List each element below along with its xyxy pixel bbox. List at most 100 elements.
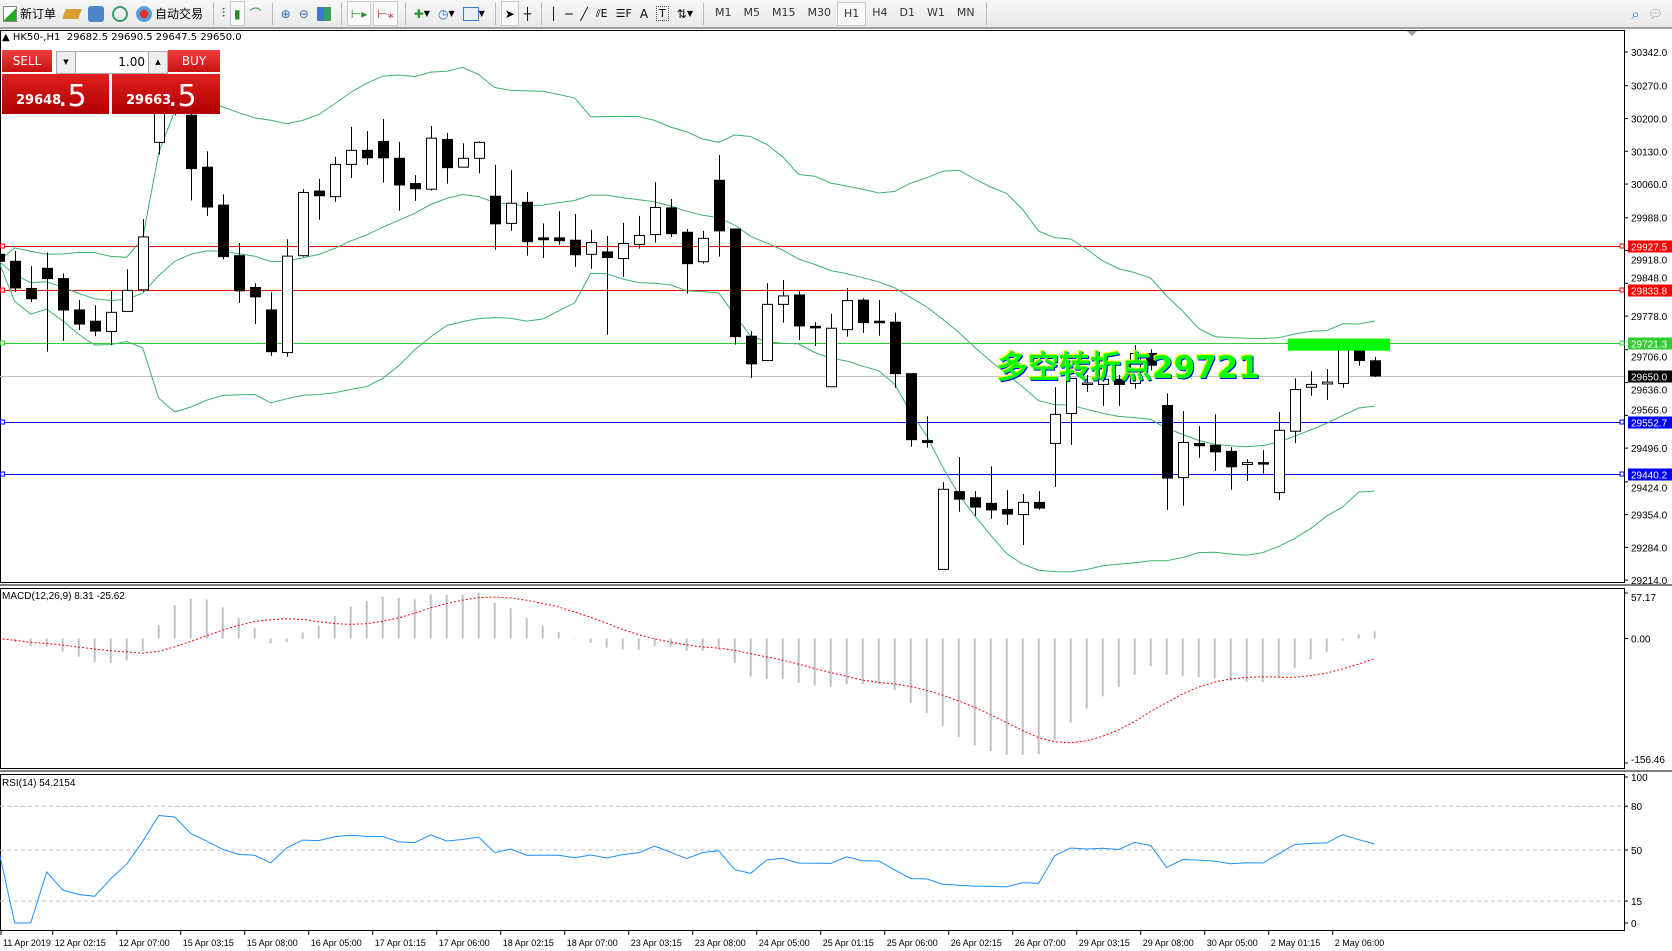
text-button[interactable]: A <box>637 2 651 25</box>
candle[interactable] <box>666 199 677 237</box>
candle[interactable] <box>1226 447 1237 490</box>
candle[interactable] <box>1146 349 1157 371</box>
candle[interactable] <box>1290 378 1301 443</box>
candle[interactable] <box>650 182 661 243</box>
vertical-line-button[interactable]: │ <box>547 2 560 25</box>
candle[interactable] <box>698 230 709 264</box>
candle[interactable] <box>0 250 5 265</box>
market-watch-button[interactable] <box>61 2 83 25</box>
line-anchor-handle[interactable] <box>1619 243 1625 249</box>
line-anchor-handle[interactable] <box>0 287 5 293</box>
chart-annotation-text[interactable]: 多空转折点29721 <box>997 350 1260 386</box>
lot-size-input[interactable]: 1.00 <box>118 55 145 69</box>
lot-size-stepper[interactable]: ▼ 1.00 ▲ <box>56 51 168 74</box>
timeframe-d1[interactable]: D1 <box>899 5 916 19</box>
candle[interactable] <box>954 456 965 512</box>
candle[interactable] <box>202 151 213 216</box>
templates-button[interactable]: ▼ <box>460 2 488 25</box>
candle[interactable] <box>1050 387 1061 487</box>
fibonacci-button[interactable]: ☰F <box>613 2 635 25</box>
candle[interactable] <box>490 164 501 250</box>
candle[interactable] <box>778 280 789 323</box>
candle[interactable] <box>1098 375 1109 406</box>
timeframe-mn[interactable]: MN <box>956 5 975 19</box>
candle[interactable] <box>1242 459 1253 481</box>
candle[interactable] <box>282 239 293 357</box>
chart-shift-button[interactable]: ⊢⁎ <box>373 1 398 26</box>
candle[interactable] <box>138 219 149 292</box>
candle[interactable] <box>234 243 245 303</box>
candle[interactable] <box>506 169 517 231</box>
sell-button[interactable]: SELL <box>2 50 52 72</box>
indicators-button[interactable]: ✚ ▼ <box>411 2 433 25</box>
chart-shift-marker-icon[interactable] <box>1407 31 1417 36</box>
candle[interactable] <box>714 155 725 257</box>
candle[interactable] <box>618 222 629 277</box>
candle[interactable] <box>858 298 869 333</box>
candle[interactable] <box>730 228 741 345</box>
line-anchor-handle[interactable] <box>0 471 5 477</box>
candle[interactable] <box>250 283 261 325</box>
buy-price-button[interactable]: 29663 .5 <box>112 74 220 114</box>
candle[interactable] <box>538 223 549 259</box>
line-anchor-handle[interactable] <box>1619 471 1625 477</box>
candle[interactable] <box>1082 375 1093 392</box>
candle[interactable] <box>602 236 613 335</box>
tile-windows-button[interactable] <box>314 2 334 25</box>
candle[interactable] <box>1194 426 1205 458</box>
candle[interactable] <box>634 215 645 249</box>
timeframe-w1[interactable]: W1 <box>927 5 945 19</box>
candle[interactable] <box>1370 357 1381 378</box>
candle[interactable] <box>890 312 901 388</box>
candle[interactable] <box>266 292 277 356</box>
candlestick-button[interactable]: ▮ <box>230 1 245 26</box>
candle[interactable] <box>58 273 69 341</box>
lot-increase-button[interactable]: ▲ <box>148 52 167 73</box>
highlight-rectangle[interactable] <box>1288 338 1390 351</box>
candle[interactable] <box>842 287 853 337</box>
candle[interactable] <box>1258 449 1269 474</box>
line-anchor-handle[interactable] <box>0 243 5 249</box>
candle[interactable] <box>1002 490 1013 525</box>
candle[interactable] <box>1210 414 1221 472</box>
navigator-button[interactable] <box>85 2 107 25</box>
candle[interactable] <box>410 175 421 201</box>
text-label-button[interactable]: T <box>653 2 672 25</box>
arrows-button[interactable]: ⇅ ▼ <box>674 2 696 25</box>
zoom-in-button[interactable]: ⊕ <box>278 2 294 25</box>
candle[interactable] <box>394 141 405 211</box>
candle[interactable] <box>682 228 693 294</box>
candle[interactable] <box>874 300 885 336</box>
lot-decrease-button[interactable]: ▼ <box>57 52 76 73</box>
sell-price-button[interactable]: 29648 .5 <box>2 74 109 114</box>
candle[interactable] <box>810 322 821 347</box>
buy-button[interactable]: BUY <box>168 50 220 72</box>
candle[interactable] <box>1306 371 1317 396</box>
equidistant-channel-button[interactable]: ⫽E <box>593 2 611 25</box>
search-button[interactable]: ⌕ <box>1628 2 1642 25</box>
candle[interactable] <box>1018 493 1029 546</box>
candle[interactable] <box>26 265 37 303</box>
timeframe-h1[interactable]: H1 <box>836 1 867 26</box>
candle[interactable] <box>554 211 565 245</box>
candle[interactable] <box>330 156 341 202</box>
timeframe-m30[interactable]: M30 <box>807 5 831 19</box>
bar-chart-button[interactable]: ⫶ <box>219 2 228 25</box>
candle[interactable] <box>522 191 533 256</box>
candle[interactable] <box>346 126 357 178</box>
candle[interactable] <box>442 133 453 184</box>
candle[interactable] <box>458 143 469 168</box>
candle[interactable] <box>1034 491 1045 510</box>
candle[interactable] <box>938 482 949 570</box>
candle[interactable] <box>570 214 581 267</box>
candle[interactable] <box>1178 411 1189 506</box>
candle[interactable] <box>586 229 597 269</box>
candle[interactable] <box>794 291 805 340</box>
candle[interactable] <box>74 300 85 331</box>
crosshair-button[interactable]: ┼ <box>521 2 534 25</box>
candle[interactable] <box>218 194 229 260</box>
candle[interactable] <box>1066 377 1077 445</box>
line-anchor-handle[interactable] <box>1619 340 1625 346</box>
candle[interactable] <box>906 373 917 447</box>
